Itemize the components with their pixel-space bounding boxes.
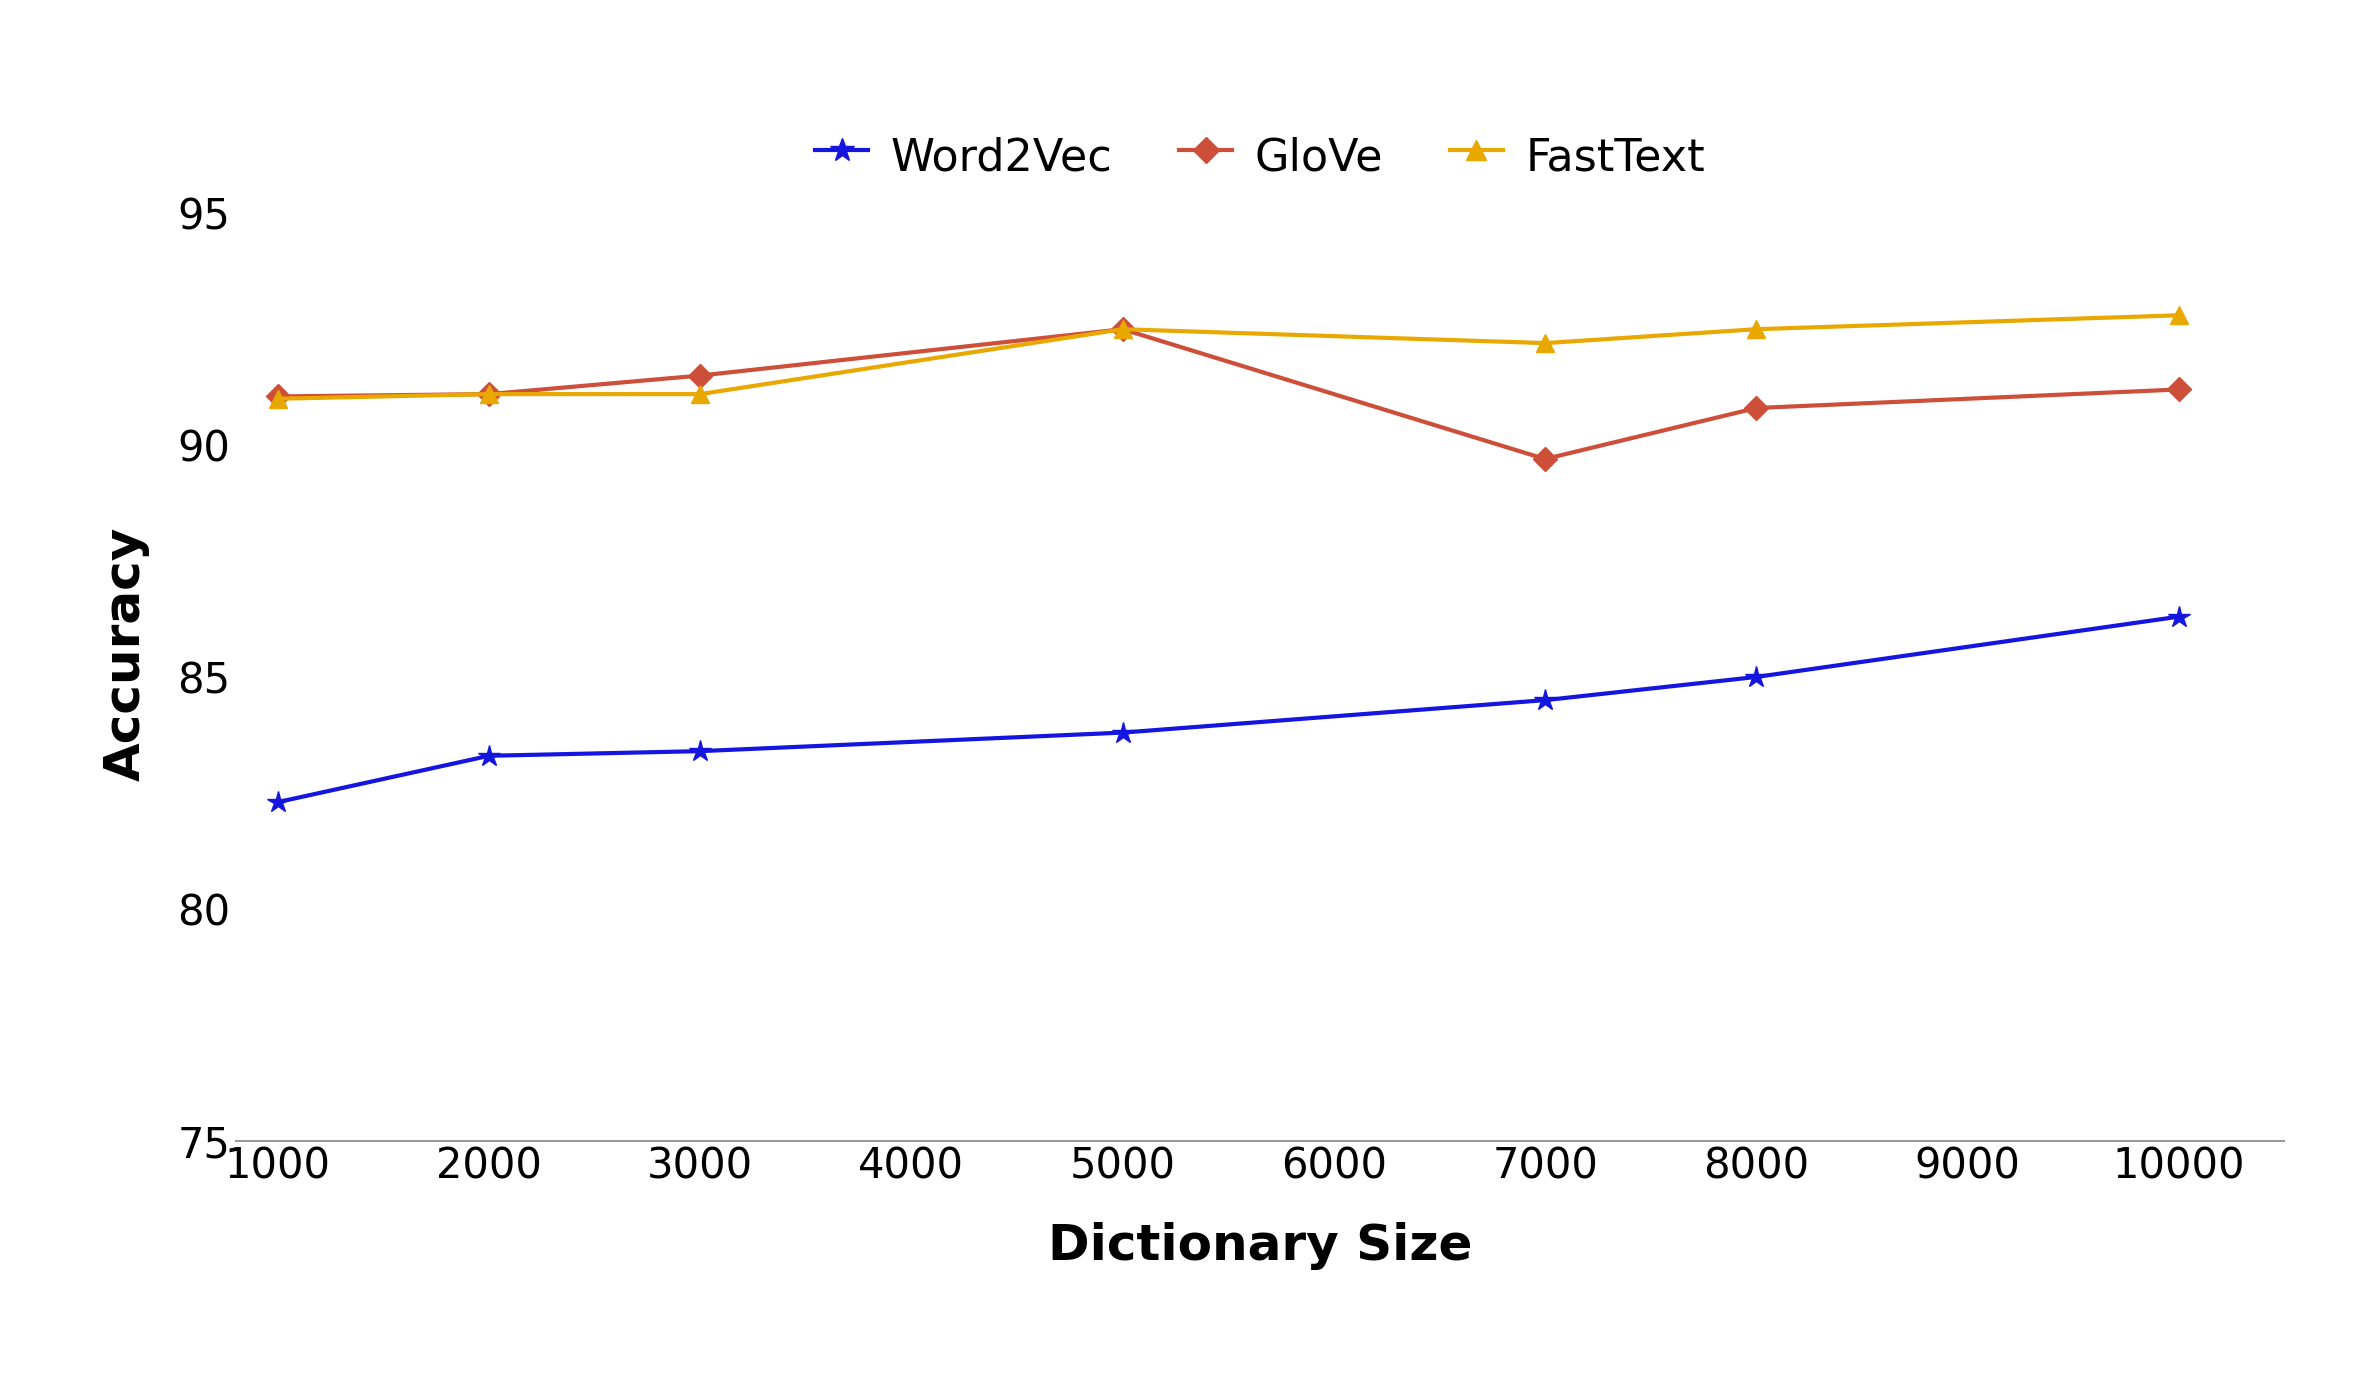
FastText (476, 385, 504, 402)
FastText (2164, 307, 2193, 324)
Word2Vec (1531, 691, 1559, 708)
Word2Vec (1743, 669, 1771, 686)
Word2Vec (264, 794, 292, 811)
GloVe (1743, 399, 1771, 416)
FastText (1109, 321, 1137, 338)
Word2Vec (476, 747, 504, 764)
Y-axis label: Accuracy: Accuracy (101, 527, 151, 780)
FastText (1743, 321, 1771, 338)
FastText (264, 391, 292, 408)
Line: GloVe: GloVe (268, 321, 2188, 467)
Line: FastText: FastText (268, 306, 2188, 408)
GloVe (685, 367, 714, 384)
Word2Vec (1109, 725, 1137, 741)
FastText (1531, 335, 1559, 352)
GloVe (2164, 381, 2193, 398)
X-axis label: Dictionary Size: Dictionary Size (1048, 1223, 1472, 1270)
Line: Word2Vec: Word2Vec (266, 605, 2190, 814)
Word2Vec (685, 743, 714, 759)
FastText (685, 385, 714, 402)
GloVe (1531, 451, 1559, 467)
GloVe (264, 388, 292, 405)
Legend: Word2Vec, GloVe, FastText: Word2Vec, GloVe, FastText (796, 111, 1724, 202)
GloVe (476, 385, 504, 402)
GloVe (1109, 321, 1137, 338)
Word2Vec (2164, 608, 2193, 625)
